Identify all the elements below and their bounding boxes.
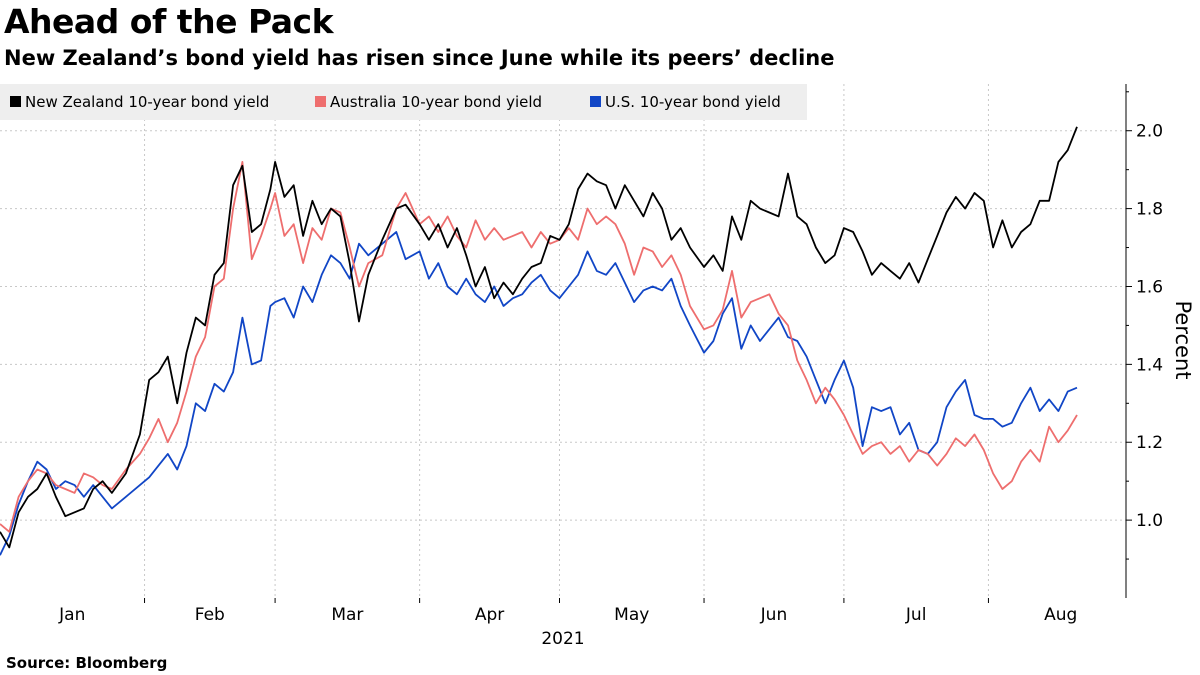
- x-tick-label: Mar: [331, 605, 363, 625]
- y-tick-label: 1.4: [1136, 355, 1163, 375]
- legend-label-nz: New Zealand 10-year bond yield: [25, 93, 269, 111]
- series-line-us: [0, 231, 1078, 556]
- legend: New Zealand 10-year bond yield Australia …: [0, 84, 807, 120]
- legend-label-au: Australia 10-year bond yield: [330, 93, 542, 111]
- axes: 1.0 1.2 1.4 1.6 1.8 2.0 Jan Feb Mar Apr May Jun Jul A…: [58, 84, 1163, 649]
- legend-swatch-nz: [10, 96, 21, 107]
- series-line-nz: [0, 126, 1078, 549]
- series-lines: [0, 126, 1078, 556]
- chart-title: Ahead of the Pack: [4, 2, 334, 41]
- y-tick-label: 1.2: [1136, 433, 1163, 453]
- legend-label-us: U.S. 10-year bond yield: [605, 93, 781, 111]
- x-axis-label: 2021: [541, 629, 584, 649]
- legend-swatch-au: [315, 96, 326, 107]
- x-tick-label: Apr: [475, 605, 504, 625]
- series-line-au: [0, 161, 1078, 533]
- x-tick-label: Jun: [760, 605, 788, 625]
- y-tick-label: 1.6: [1136, 277, 1163, 297]
- x-tick-label: Jul: [905, 605, 927, 625]
- x-tick-label: Aug: [1044, 605, 1077, 625]
- x-tick-label: Jan: [58, 605, 85, 625]
- grid-lines: [0, 84, 1126, 598]
- legend-background: [0, 84, 807, 120]
- y-tick-label: 1.8: [1136, 200, 1163, 220]
- x-tick-label: May: [614, 605, 649, 625]
- chart-subtitle: New Zealand’s bond yield has risen since…: [4, 46, 835, 70]
- source-note: Source: Bloomberg: [6, 654, 168, 672]
- x-tick-label: Feb: [195, 605, 225, 625]
- y-tick-label: 2.0: [1136, 122, 1163, 142]
- legend-swatch-us: [590, 96, 601, 107]
- y-tick-label: 1.0: [1136, 511, 1163, 531]
- y-axis-label: Percent: [1171, 300, 1195, 379]
